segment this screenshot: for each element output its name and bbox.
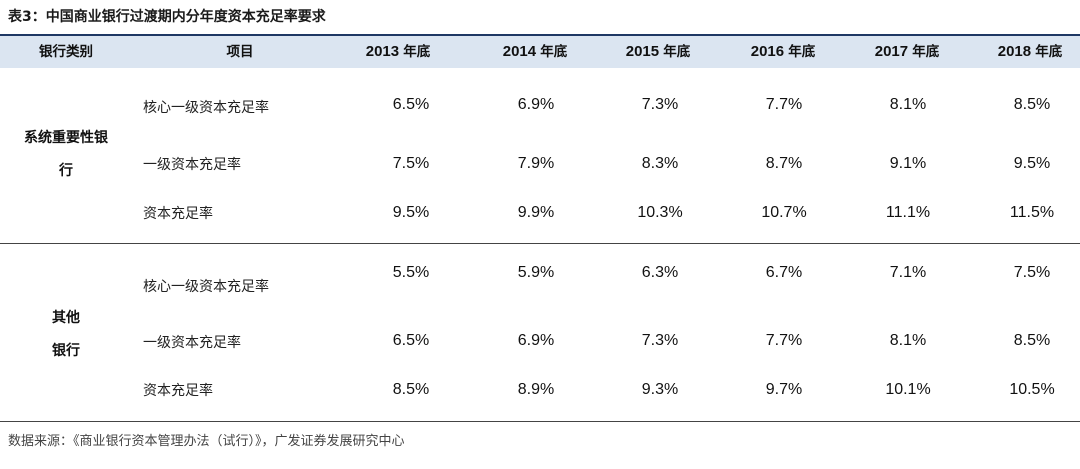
group-label-line: 其他 bbox=[52, 310, 80, 326]
table-cell: 10.5% bbox=[1009, 381, 1055, 398]
header-year-2014: 2014 年底 bbox=[502, 43, 568, 60]
table-cell: 8.1% bbox=[889, 332, 927, 349]
table-cell: 9.5% bbox=[1013, 155, 1051, 172]
row-item-label: 核心一级资本充足率 bbox=[143, 100, 269, 116]
table-cell: 5.9% bbox=[517, 264, 555, 281]
header-category: 银行类别 bbox=[39, 44, 93, 60]
table-cell: 7.7% bbox=[765, 332, 803, 349]
table-cell: 7.3% bbox=[641, 332, 679, 349]
table-cell: 7.5% bbox=[392, 155, 430, 172]
table-cell: 7.7% bbox=[765, 96, 803, 113]
group-label-systemic-banks: 系统重要性银 行 bbox=[8, 122, 124, 188]
row-item-label: 资本充足率 bbox=[143, 206, 213, 222]
table-cell: 8.9% bbox=[517, 381, 555, 398]
source-note: 数据来源：《商业银行资本管理办法（试行）》，广发证券发展研究中心 bbox=[8, 434, 405, 449]
table-cell: 10.7% bbox=[761, 204, 807, 221]
top-rule bbox=[0, 34, 1080, 36]
header-year-2018: 2018 年底 bbox=[997, 43, 1063, 60]
table-cell: 11.5% bbox=[1009, 204, 1055, 221]
header-year-2017: 2017 年底 bbox=[874, 43, 940, 60]
table-cell: 6.5% bbox=[392, 332, 430, 349]
group-label-line: 行 bbox=[59, 163, 73, 179]
table-cell: 11.1% bbox=[885, 204, 931, 221]
group-label-line: 系统重要性银 bbox=[24, 130, 108, 146]
bottom-rule bbox=[0, 421, 1080, 422]
table-cell: 5.5% bbox=[392, 264, 430, 281]
table-title: 表3：中国商业银行过渡期内分年度资本充足率要求 bbox=[8, 9, 326, 25]
table-cell: 8.1% bbox=[889, 96, 927, 113]
table-cell: 9.5% bbox=[392, 204, 430, 221]
group-label-other-banks: 其他 银行 bbox=[8, 302, 124, 368]
table-cell: 6.7% bbox=[765, 264, 803, 281]
table-cell: 7.1% bbox=[889, 264, 927, 281]
group-divider bbox=[0, 243, 1080, 244]
table-cell: 7.9% bbox=[517, 155, 555, 172]
row-item-label: 资本充足率 bbox=[143, 383, 213, 399]
table-cell: 8.5% bbox=[1013, 96, 1051, 113]
table-cell: 6.5% bbox=[392, 96, 430, 113]
table-cell: 8.3% bbox=[641, 155, 679, 172]
group-label-line: 银行 bbox=[52, 343, 80, 359]
table-header: 银行类别 项目 2013 年底 2014 年底 2015 年底 2016 年底 … bbox=[0, 36, 1080, 68]
header-year-2013: 2013 年底 bbox=[365, 43, 431, 60]
table-cell: 9.3% bbox=[641, 381, 679, 398]
table-cell: 8.5% bbox=[392, 381, 430, 398]
table-cell: 9.1% bbox=[889, 155, 927, 172]
row-item-label: 一级资本充足率 bbox=[143, 157, 241, 173]
table-cell: 10.1% bbox=[885, 381, 931, 398]
table-cell: 10.3% bbox=[637, 204, 683, 221]
table-cell: 6.9% bbox=[517, 332, 555, 349]
table-cell: 6.3% bbox=[641, 264, 679, 281]
header-item: 项目 bbox=[226, 44, 254, 60]
header-year-2015: 2015 年底 bbox=[625, 43, 691, 60]
table-cell: 9.7% bbox=[765, 381, 803, 398]
table-cell: 6.9% bbox=[517, 96, 555, 113]
row-item-label: 核心一级资本充足率 bbox=[143, 279, 269, 295]
header-year-2016: 2016 年底 bbox=[750, 43, 816, 60]
table-cell: 8.5% bbox=[1013, 332, 1051, 349]
table-cell: 7.3% bbox=[641, 96, 679, 113]
table-cell: 9.9% bbox=[517, 204, 555, 221]
table-cell: 7.5% bbox=[1013, 264, 1051, 281]
row-item-label: 一级资本充足率 bbox=[143, 335, 241, 351]
table-cell: 8.7% bbox=[765, 155, 803, 172]
